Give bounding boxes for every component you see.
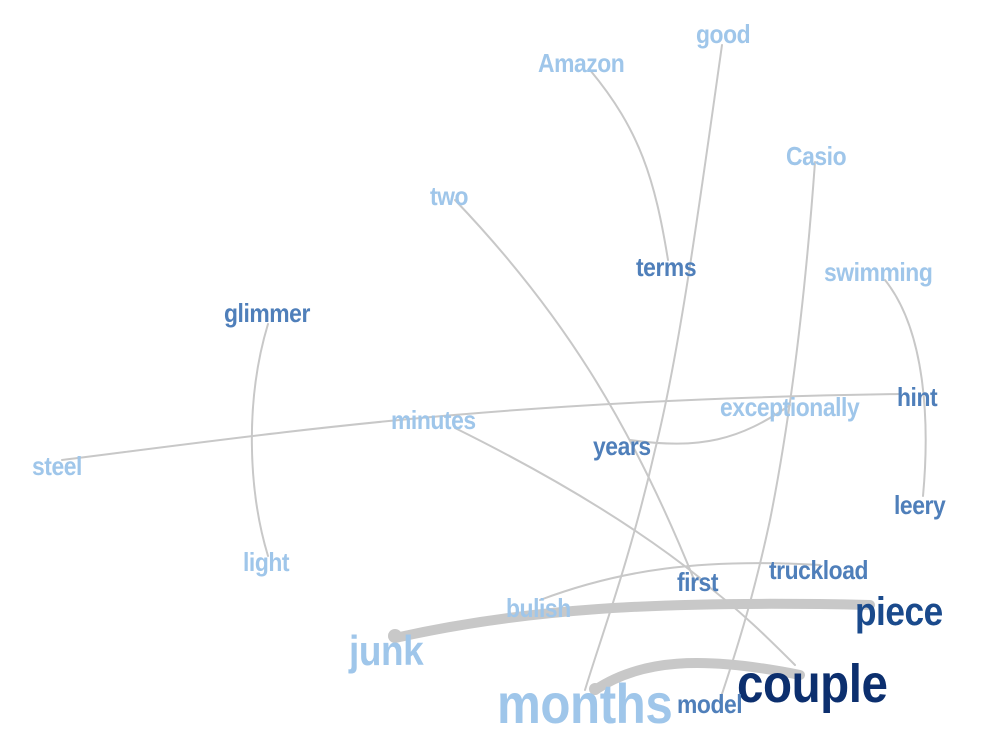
edge-end-junk (388, 629, 402, 643)
edge-glimmer-light (250, 323, 269, 557)
word-terms[interactable]: terms (636, 252, 697, 282)
word-light[interactable]: light (243, 547, 290, 577)
word-truckload[interactable]: truckload (769, 555, 869, 585)
edge-casio-model (719, 161, 816, 701)
edge-junk-piece (390, 598, 875, 643)
word-first[interactable]: first (677, 567, 719, 597)
word-leery[interactable]: leery (894, 490, 946, 520)
edge-steel-hint (61, 393, 901, 461)
edge-years-exceptionally (629, 404, 791, 445)
edge-bulish-truckload (539, 562, 821, 601)
edge-amazon-terms (589, 69, 669, 261)
word-couple[interactable]: couple (737, 654, 888, 714)
word-months[interactable]: months (497, 672, 673, 730)
edge-end-months (589, 683, 601, 695)
edge-months-couple (590, 658, 805, 695)
word-glimmer[interactable]: glimmer (224, 298, 310, 328)
word-exceptionally[interactable]: exceptionally (720, 392, 860, 422)
word-casio[interactable]: Casio (786, 141, 847, 171)
word-two[interactable]: two (430, 181, 469, 211)
word-piece[interactable]: piece (855, 590, 943, 634)
edge-two-first (454, 199, 696, 583)
edge-swimming-leery (884, 279, 927, 497)
word-swimming[interactable]: swimming (824, 257, 933, 287)
edge-first-couple (699, 579, 796, 666)
edge-good-months (584, 44, 723, 691)
word-amazon[interactable]: Amazon (538, 48, 625, 78)
word-years[interactable]: years (593, 431, 651, 461)
word-minutes[interactable]: minutes (391, 405, 476, 435)
word-model[interactable]: model (677, 689, 743, 719)
word-hint[interactable]: hint (897, 382, 938, 412)
word-good[interactable]: good (696, 19, 751, 49)
word-junk[interactable]: junk (349, 627, 424, 674)
word-steel[interactable]: steel (32, 451, 82, 481)
edge-minutes-first (454, 427, 701, 579)
word-bulish[interactable]: bulish (506, 593, 571, 623)
